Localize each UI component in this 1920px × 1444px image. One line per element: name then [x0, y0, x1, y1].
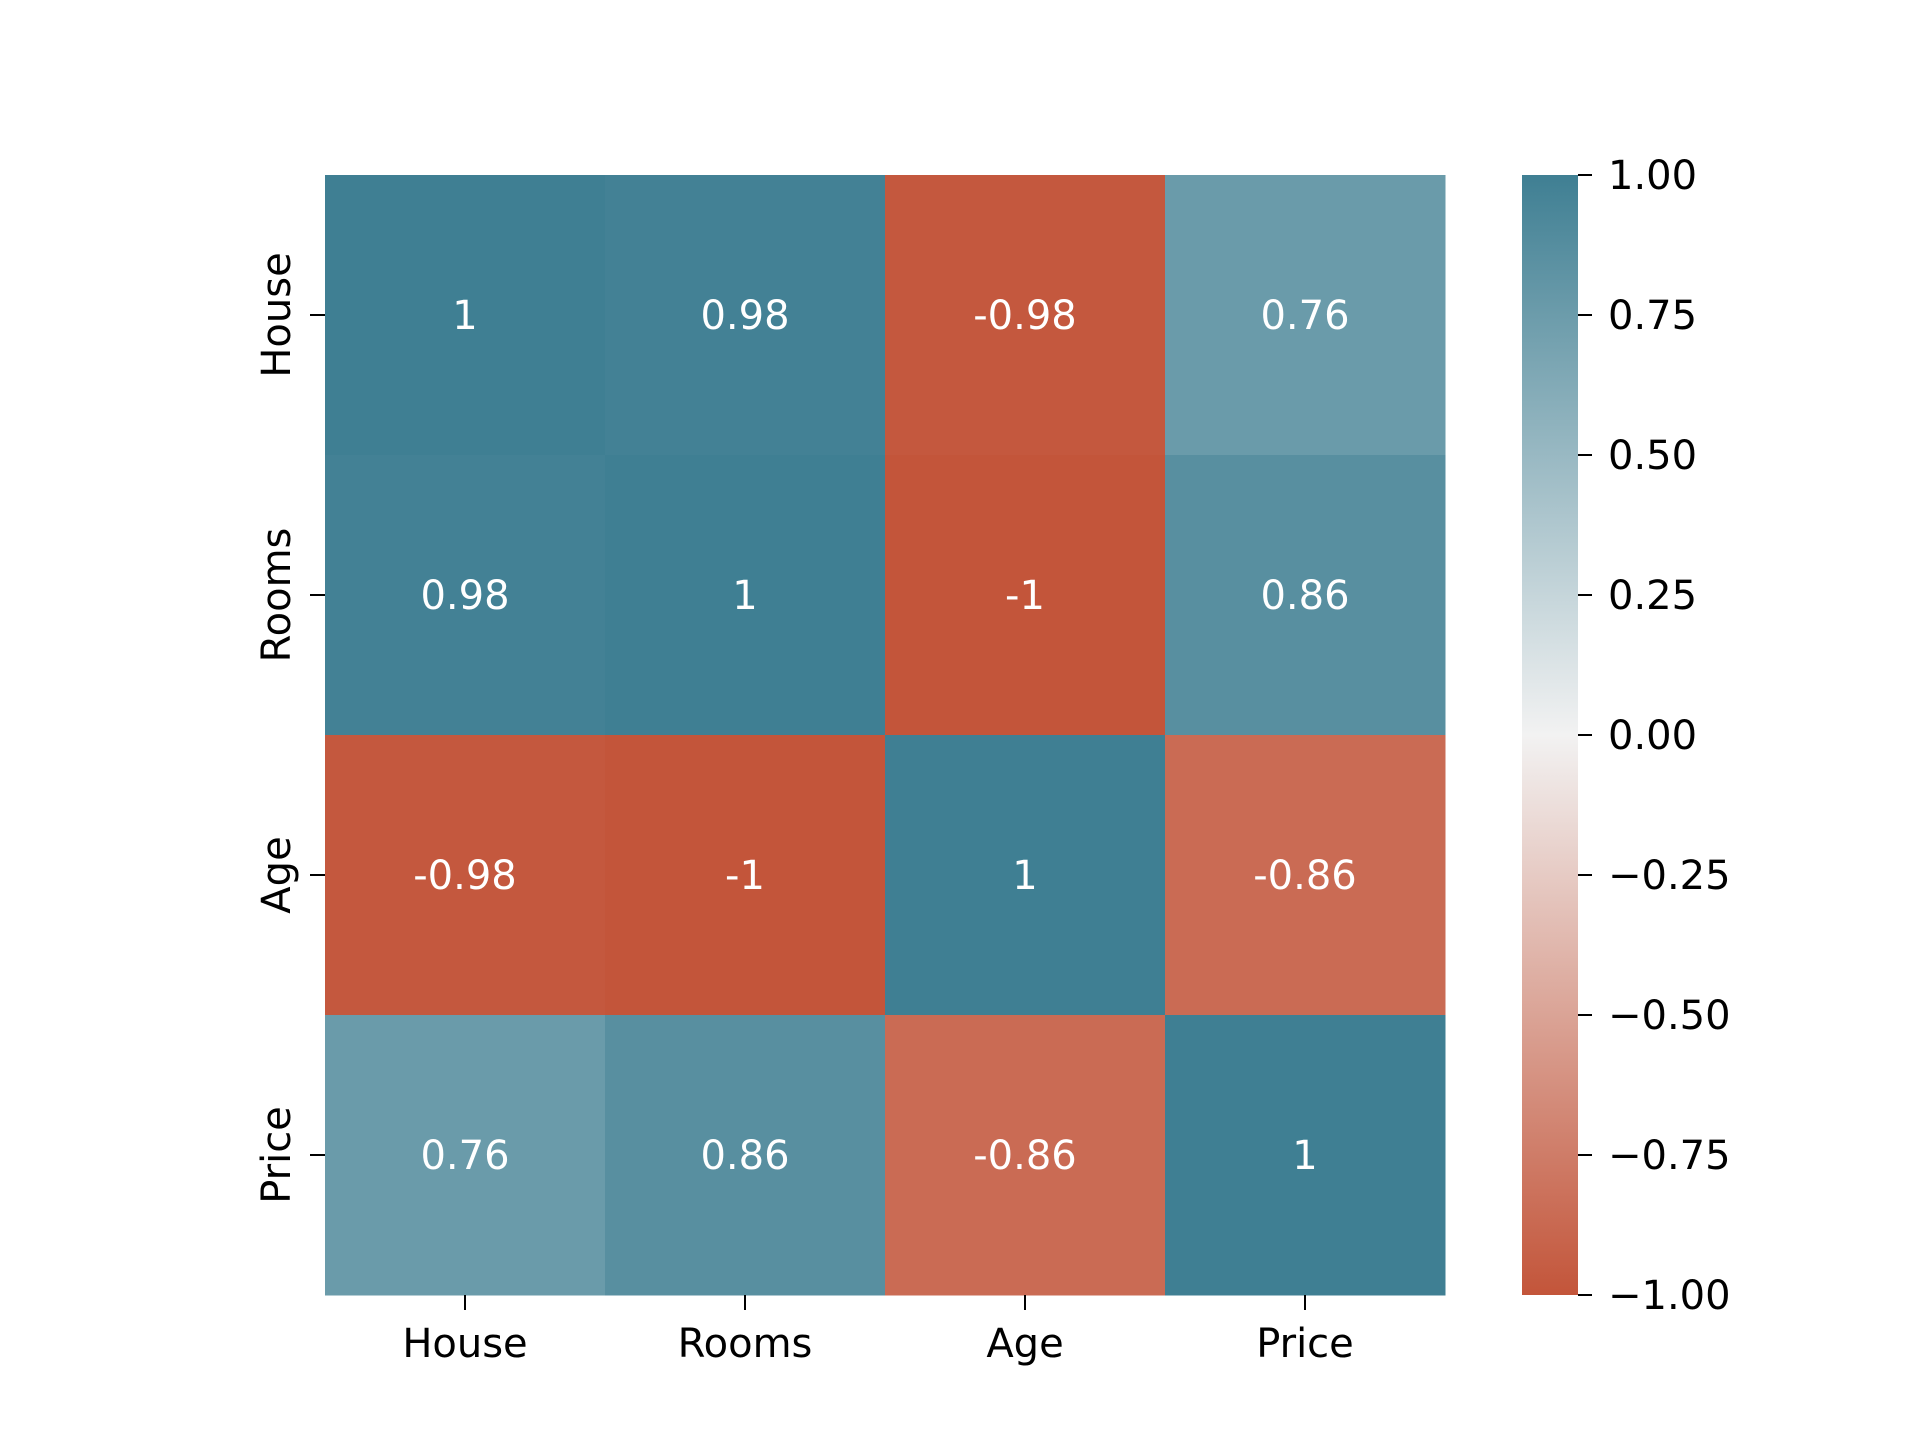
heatmap-cell-house-price — [1165, 175, 1446, 456]
heatmap-cell-house-age — [885, 175, 1166, 456]
heatmap-cell-age-rooms — [605, 735, 886, 1016]
colorbar: 1.00 0.75 0.50 0.25 0.00 −0.25 −0.50 −0.75 −1.00 — [1522, 153, 1731, 1319]
cell-value-label: -0.86 — [1253, 853, 1357, 899]
heatmap-cell-house-house — [325, 175, 606, 456]
heatmap-cell-age-price — [1165, 735, 1446, 1016]
cell-value-label: 0.86 — [1260, 573, 1349, 619]
x-tick-label: Age — [986, 1321, 1063, 1367]
colorbar-tick-label: 1.00 — [1608, 153, 1697, 199]
heatmap-cell-rooms-house — [325, 455, 606, 736]
colorbar-tick-label: −1.00 — [1608, 1273, 1731, 1319]
cell-value-label: 0.76 — [420, 1133, 509, 1179]
cell-value-label: 1 — [1292, 1133, 1317, 1179]
y-tick-label: Rooms — [254, 528, 300, 663]
heatmap-cell-rooms-rooms — [605, 455, 886, 736]
cell-value-label: 0.98 — [420, 573, 509, 619]
x-tick-label: Rooms — [678, 1321, 813, 1367]
heatmap-cell-age-house — [325, 735, 606, 1016]
heatmap-cells — [325, 175, 1446, 1296]
y-tick-label: Price — [254, 1106, 300, 1204]
x-tick-label: House — [402, 1321, 527, 1367]
cell-value-label: -0.98 — [413, 853, 517, 899]
colorbar-tick-label: −0.25 — [1608, 853, 1731, 899]
cell-value-label: 0.86 — [700, 1133, 789, 1179]
heatmap-cell-rooms-price — [1165, 455, 1446, 736]
cell-annotations: 1 0.98 -0.98 0.76 0.98 1 -1 0.86 -0.98 -1 1 -0.86 0.… — [413, 293, 1357, 1179]
colorbar-tick-label: 0.75 — [1608, 293, 1697, 339]
heatmap-cell-age-age — [885, 735, 1166, 1016]
cell-value-label: -1 — [1005, 573, 1045, 619]
heatmap-cell-house-rooms — [605, 175, 886, 456]
colorbar-tick-label: 0.25 — [1608, 573, 1697, 619]
cell-value-label: -0.86 — [973, 1133, 1077, 1179]
heatmap-cell-rooms-age — [885, 455, 1166, 736]
heatmap-cell-price-price — [1165, 1015, 1446, 1296]
cell-value-label: -1 — [725, 853, 765, 899]
heatmap-cell-price-house — [325, 1015, 606, 1296]
y-tick-label: House — [254, 252, 300, 377]
cell-value-label: -0.98 — [973, 293, 1077, 339]
colorbar-tick-label: −0.75 — [1608, 1133, 1731, 1179]
colorbar-tick-label: 0.50 — [1608, 433, 1697, 479]
colorbar-tick-label: 0.00 — [1608, 713, 1697, 759]
y-axis: House Rooms Age Price — [254, 252, 325, 1204]
colorbar-gradient — [1522, 175, 1578, 1295]
cell-value-label: 1 — [732, 573, 757, 619]
colorbar-tick-label: −0.50 — [1608, 993, 1731, 1039]
x-tick-label: Price — [1256, 1321, 1354, 1367]
x-axis: House Rooms Age Price — [402, 1295, 1354, 1367]
heatmap-cell-price-rooms — [605, 1015, 886, 1296]
heatmap-cell-price-age — [885, 1015, 1166, 1296]
cell-value-label: 0.98 — [700, 293, 789, 339]
y-tick-label: Age — [254, 836, 300, 913]
cell-value-label: 0.76 — [1260, 293, 1349, 339]
cell-value-label: 1 — [1012, 853, 1037, 899]
cell-value-label: 1 — [452, 293, 477, 339]
